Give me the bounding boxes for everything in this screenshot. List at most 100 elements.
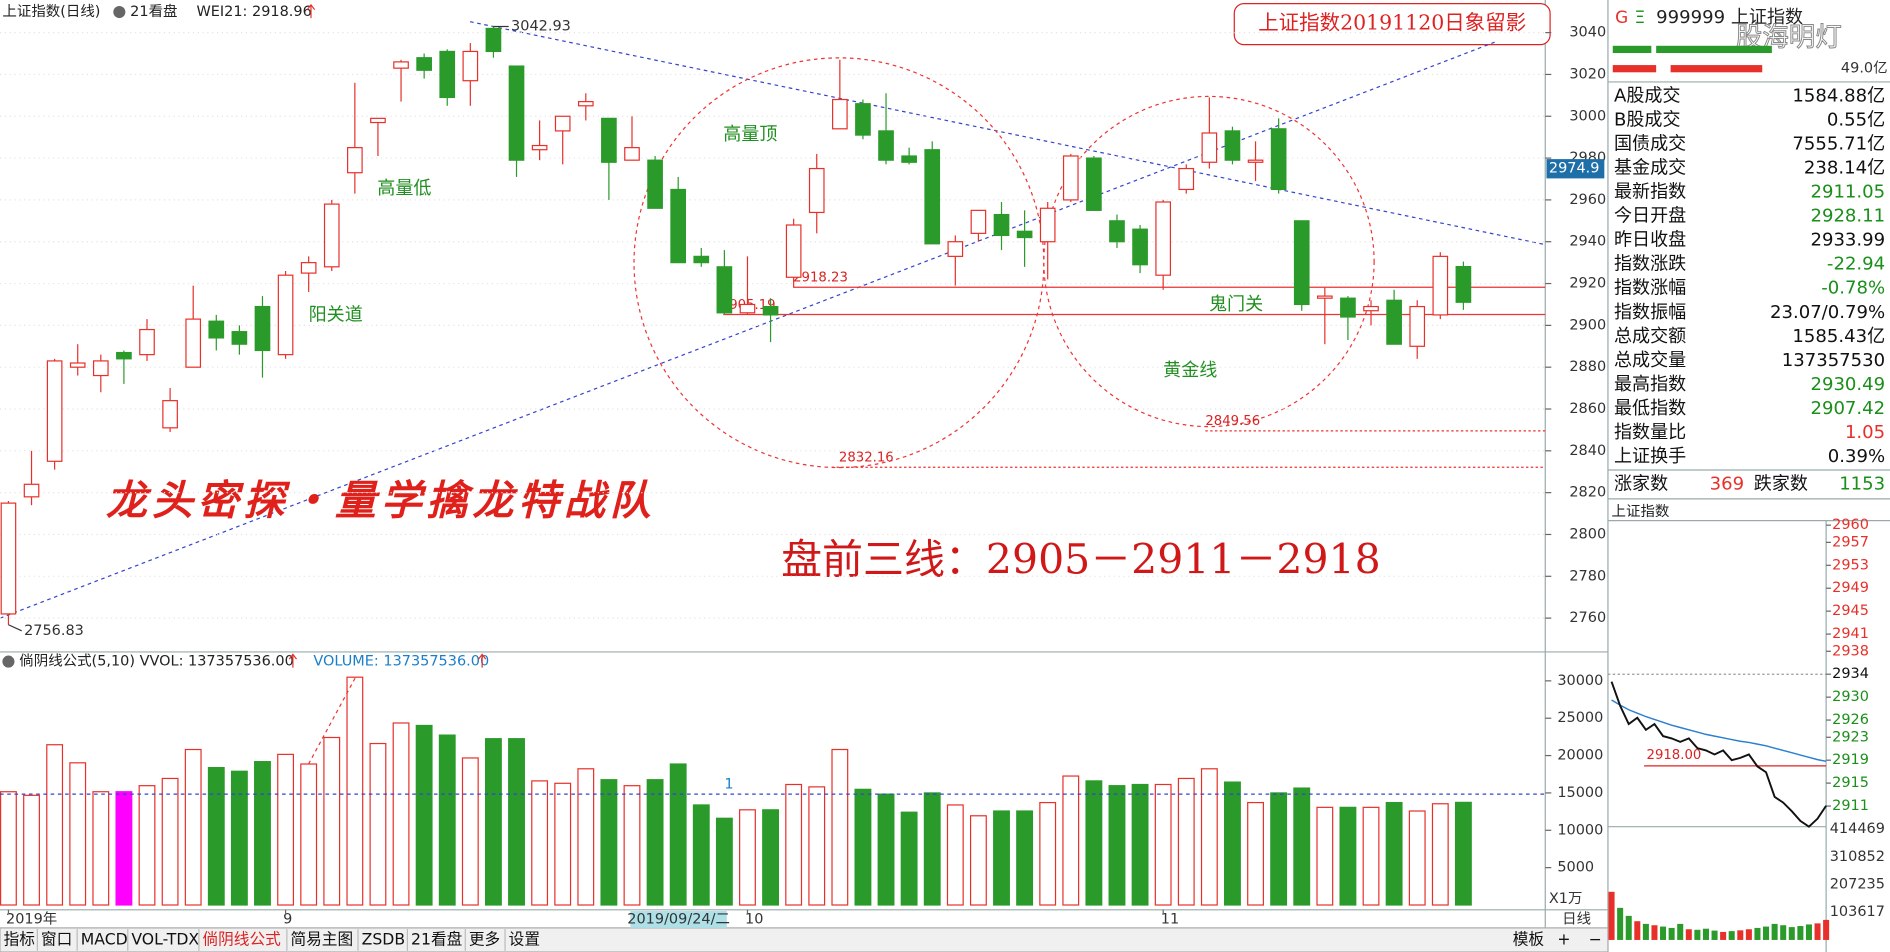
cursor-price-box <box>1546 159 1605 179</box>
toolbar-tab[interactable]: 窗口 <box>41 929 72 948</box>
candle-body <box>739 303 756 314</box>
reference-label: 1 <box>724 776 733 792</box>
toolbar-tab[interactable]: 简易主图 <box>290 929 353 948</box>
down-count: 1153 <box>1839 473 1885 494</box>
volume-bar <box>346 676 364 906</box>
y-tick-label: 2840 <box>1569 443 1606 459</box>
candle-body <box>1086 157 1102 211</box>
candle-body <box>601 117 617 163</box>
intraday-volume-bar <box>1617 907 1624 940</box>
y-tick-label: 20000 <box>1557 748 1603 764</box>
intraday-volume-bar <box>1771 923 1778 940</box>
volume-bar <box>1385 801 1403 906</box>
y-tick-label: 2820 <box>1569 485 1606 501</box>
annotation: 鬼门关 <box>1209 294 1263 315</box>
up-count: 369 <box>1710 473 1744 494</box>
candle-body <box>693 255 710 264</box>
volume-bar <box>1362 806 1380 906</box>
candle-body <box>855 103 871 136</box>
volume-bar <box>900 811 918 906</box>
toolbar-tab[interactable]: 21看盘 <box>411 929 462 948</box>
candle-body <box>0 502 17 615</box>
volume-bar <box>993 810 1010 906</box>
candle-body <box>139 328 155 356</box>
candle-body <box>69 362 86 368</box>
volume-bar <box>1200 768 1218 906</box>
y-tick-label: 3000 <box>1569 108 1606 124</box>
toolbar-button[interactable]: − <box>1589 929 1602 948</box>
y-tick-label: 10000 <box>1557 822 1603 838</box>
volume-unit: X1万 <box>1549 891 1583 907</box>
quote-label: 上证换手 <box>1614 446 1686 467</box>
intraday-volume-bar <box>1737 930 1744 940</box>
quote-value: 0.39% <box>1828 446 1885 467</box>
toolbar-tab[interactable]: ZSDB <box>362 929 405 948</box>
candle-body <box>462 50 479 82</box>
quote-label: A股成交 <box>1614 85 1681 106</box>
volume-bar <box>946 804 964 906</box>
y-tick-label: 2953 <box>1832 557 1869 573</box>
intraday-volume-bar <box>1668 927 1675 940</box>
candle-body <box>901 155 917 163</box>
candle-body <box>993 213 1010 237</box>
volume-bar <box>1408 810 1426 906</box>
volume-bar <box>1154 783 1172 906</box>
title-box <box>1233 3 1551 46</box>
y-tick-label: 3020 <box>1569 66 1606 82</box>
candle-body <box>439 50 456 99</box>
volume-bar <box>600 779 618 906</box>
intraday-volume-bar <box>1711 930 1718 940</box>
settings-icon[interactable] <box>113 6 126 19</box>
volume-bar <box>808 786 826 906</box>
down-count-label: 跌家数 <box>1754 473 1808 494</box>
quote-value: 23.07/0.79% <box>1770 302 1885 323</box>
intraday-volume-bar <box>1642 923 1649 940</box>
intraday-volume-bar <box>1694 929 1701 940</box>
toolbar-tab[interactable]: VOL-TDX <box>131 929 199 948</box>
toolbar-button[interactable]: 模板 <box>1513 929 1545 948</box>
candle-body <box>1155 201 1172 276</box>
toolbar-tab[interactable]: 指标 <box>4 929 35 948</box>
intraday-volume-bar <box>1677 923 1684 940</box>
candle-body <box>1039 207 1056 243</box>
candle-body <box>1316 295 1333 299</box>
toolbar-tab[interactable]: 更多 <box>469 929 500 948</box>
candle-body <box>162 400 178 429</box>
quote-label: 指数涨跌 <box>1614 254 1686 275</box>
cursor-date-box <box>630 911 727 928</box>
toolbar-tab[interactable]: 倘阴线公式 <box>202 929 281 948</box>
candle-body <box>416 57 432 71</box>
volume-bar <box>739 809 756 906</box>
quote-value: 2930.49 <box>1810 374 1885 395</box>
y-tick-label: 2900 <box>1569 317 1606 333</box>
menu-icon[interactable]: Ξ <box>1634 7 1645 27</box>
volume-bar <box>1454 801 1472 906</box>
volume-bar <box>1316 806 1334 906</box>
y-tick-label: 310852 <box>1830 849 1885 865</box>
volume-bar <box>1431 803 1449 906</box>
y-tick-label: 2940 <box>1569 234 1606 250</box>
y-tick-label: 2930 <box>1832 689 1869 705</box>
quote-label: 指数量比 <box>1614 422 1686 443</box>
quote-label: 最新指数 <box>1614 182 1686 203</box>
level-label: 2918.00 <box>1647 748 1702 763</box>
candle-body <box>577 101 594 107</box>
intraday-volume-bar <box>1660 926 1667 940</box>
candle-body <box>1270 128 1287 191</box>
volume-bar <box>1270 792 1288 906</box>
toolbar <box>0 927 1609 952</box>
settings-icon[interactable] <box>2 655 15 668</box>
volume-bar <box>1039 801 1057 906</box>
quote-value: 1584.88亿 <box>1792 85 1885 106</box>
volume-bar <box>762 809 779 906</box>
quote-label: 国债成交 <box>1614 133 1686 154</box>
candle-body <box>300 262 317 274</box>
period: 日线 <box>1562 910 1591 927</box>
toolbar-tab[interactable]: MACD <box>81 929 128 948</box>
toolbar-button[interactable]: + <box>1557 929 1570 948</box>
volume-bar <box>138 785 156 906</box>
toolbar-tab[interactable]: 设置 <box>509 929 540 948</box>
quote-label: 最高指数 <box>1614 374 1686 395</box>
level-label: 2849.56 <box>1205 414 1260 429</box>
